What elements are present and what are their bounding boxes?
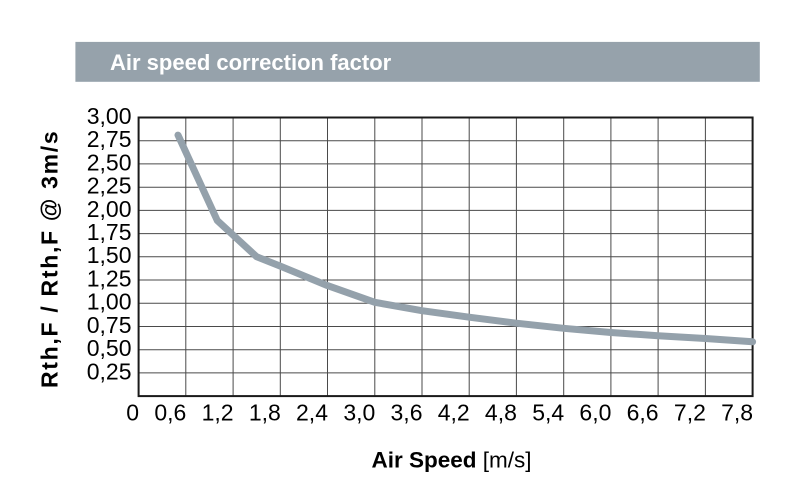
svg-text:5,4: 5,4	[532, 399, 564, 425]
svg-text:3,6: 3,6	[391, 399, 423, 425]
svg-text:0,50: 0,50	[87, 335, 132, 361]
svg-text:2,25: 2,25	[87, 173, 132, 199]
svg-text:7,8: 7,8	[721, 399, 753, 425]
svg-text:4,2: 4,2	[438, 399, 470, 425]
svg-text:0,75: 0,75	[87, 312, 132, 338]
svg-text:1,2: 1,2	[202, 399, 234, 425]
svg-text:1,50: 1,50	[87, 242, 132, 268]
svg-text:Air speed correction factor: Air speed correction factor	[110, 50, 392, 75]
svg-text:1,00: 1,00	[87, 289, 132, 315]
svg-text:1,8: 1,8	[249, 399, 281, 425]
svg-text:2,00: 2,00	[87, 196, 132, 222]
svg-text:2,50: 2,50	[87, 149, 132, 175]
svg-text:Air Speed [m/s]: Air Speed [m/s]	[372, 448, 532, 473]
svg-text:1,75: 1,75	[87, 219, 132, 245]
svg-text:0,6: 0,6	[154, 399, 186, 425]
svg-text:6,6: 6,6	[627, 399, 659, 425]
svg-text:7,2: 7,2	[674, 399, 706, 425]
svg-text:3,0: 3,0	[343, 399, 375, 425]
svg-text:1,25: 1,25	[87, 265, 132, 291]
svg-text:Rth,F / Rth,F @ 3m/s: Rth,F / Rth,F @ 3m/s	[37, 130, 63, 388]
svg-text:6,0: 6,0	[579, 399, 611, 425]
svg-text:0,25: 0,25	[87, 358, 132, 384]
svg-text:2,75: 2,75	[87, 126, 132, 152]
svg-text:0: 0	[126, 399, 139, 425]
svg-text:4,8: 4,8	[485, 399, 517, 425]
svg-text:3,00: 3,00	[87, 103, 132, 129]
svg-text:2,4: 2,4	[296, 399, 328, 425]
